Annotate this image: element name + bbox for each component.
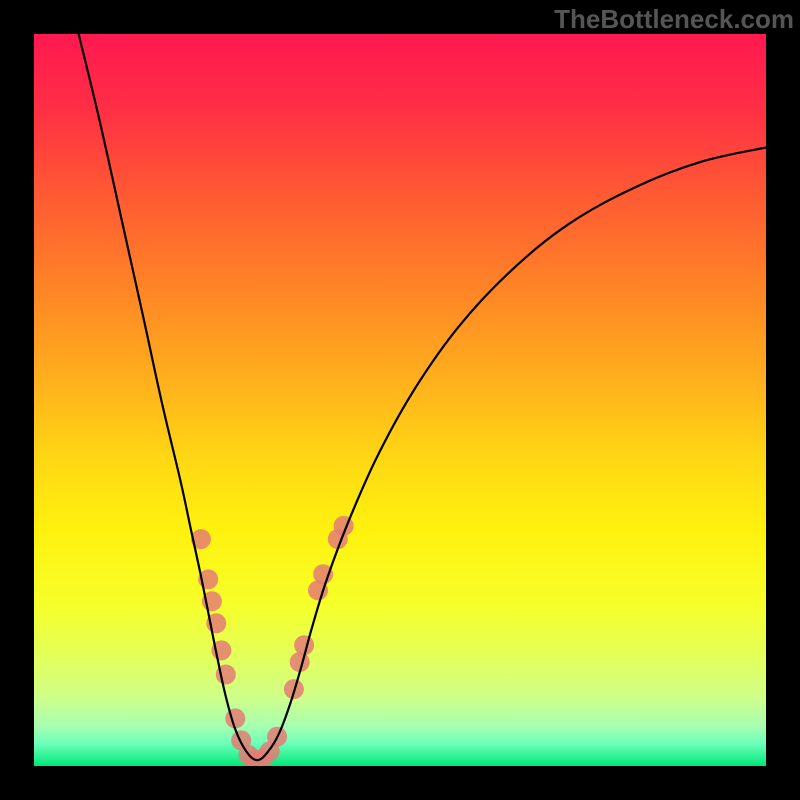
watermark-text: TheBottleneck.com xyxy=(554,4,794,35)
chart-root: TheBottleneck.com xyxy=(0,0,800,800)
gradient-background xyxy=(34,34,766,766)
plot-area xyxy=(34,34,766,766)
